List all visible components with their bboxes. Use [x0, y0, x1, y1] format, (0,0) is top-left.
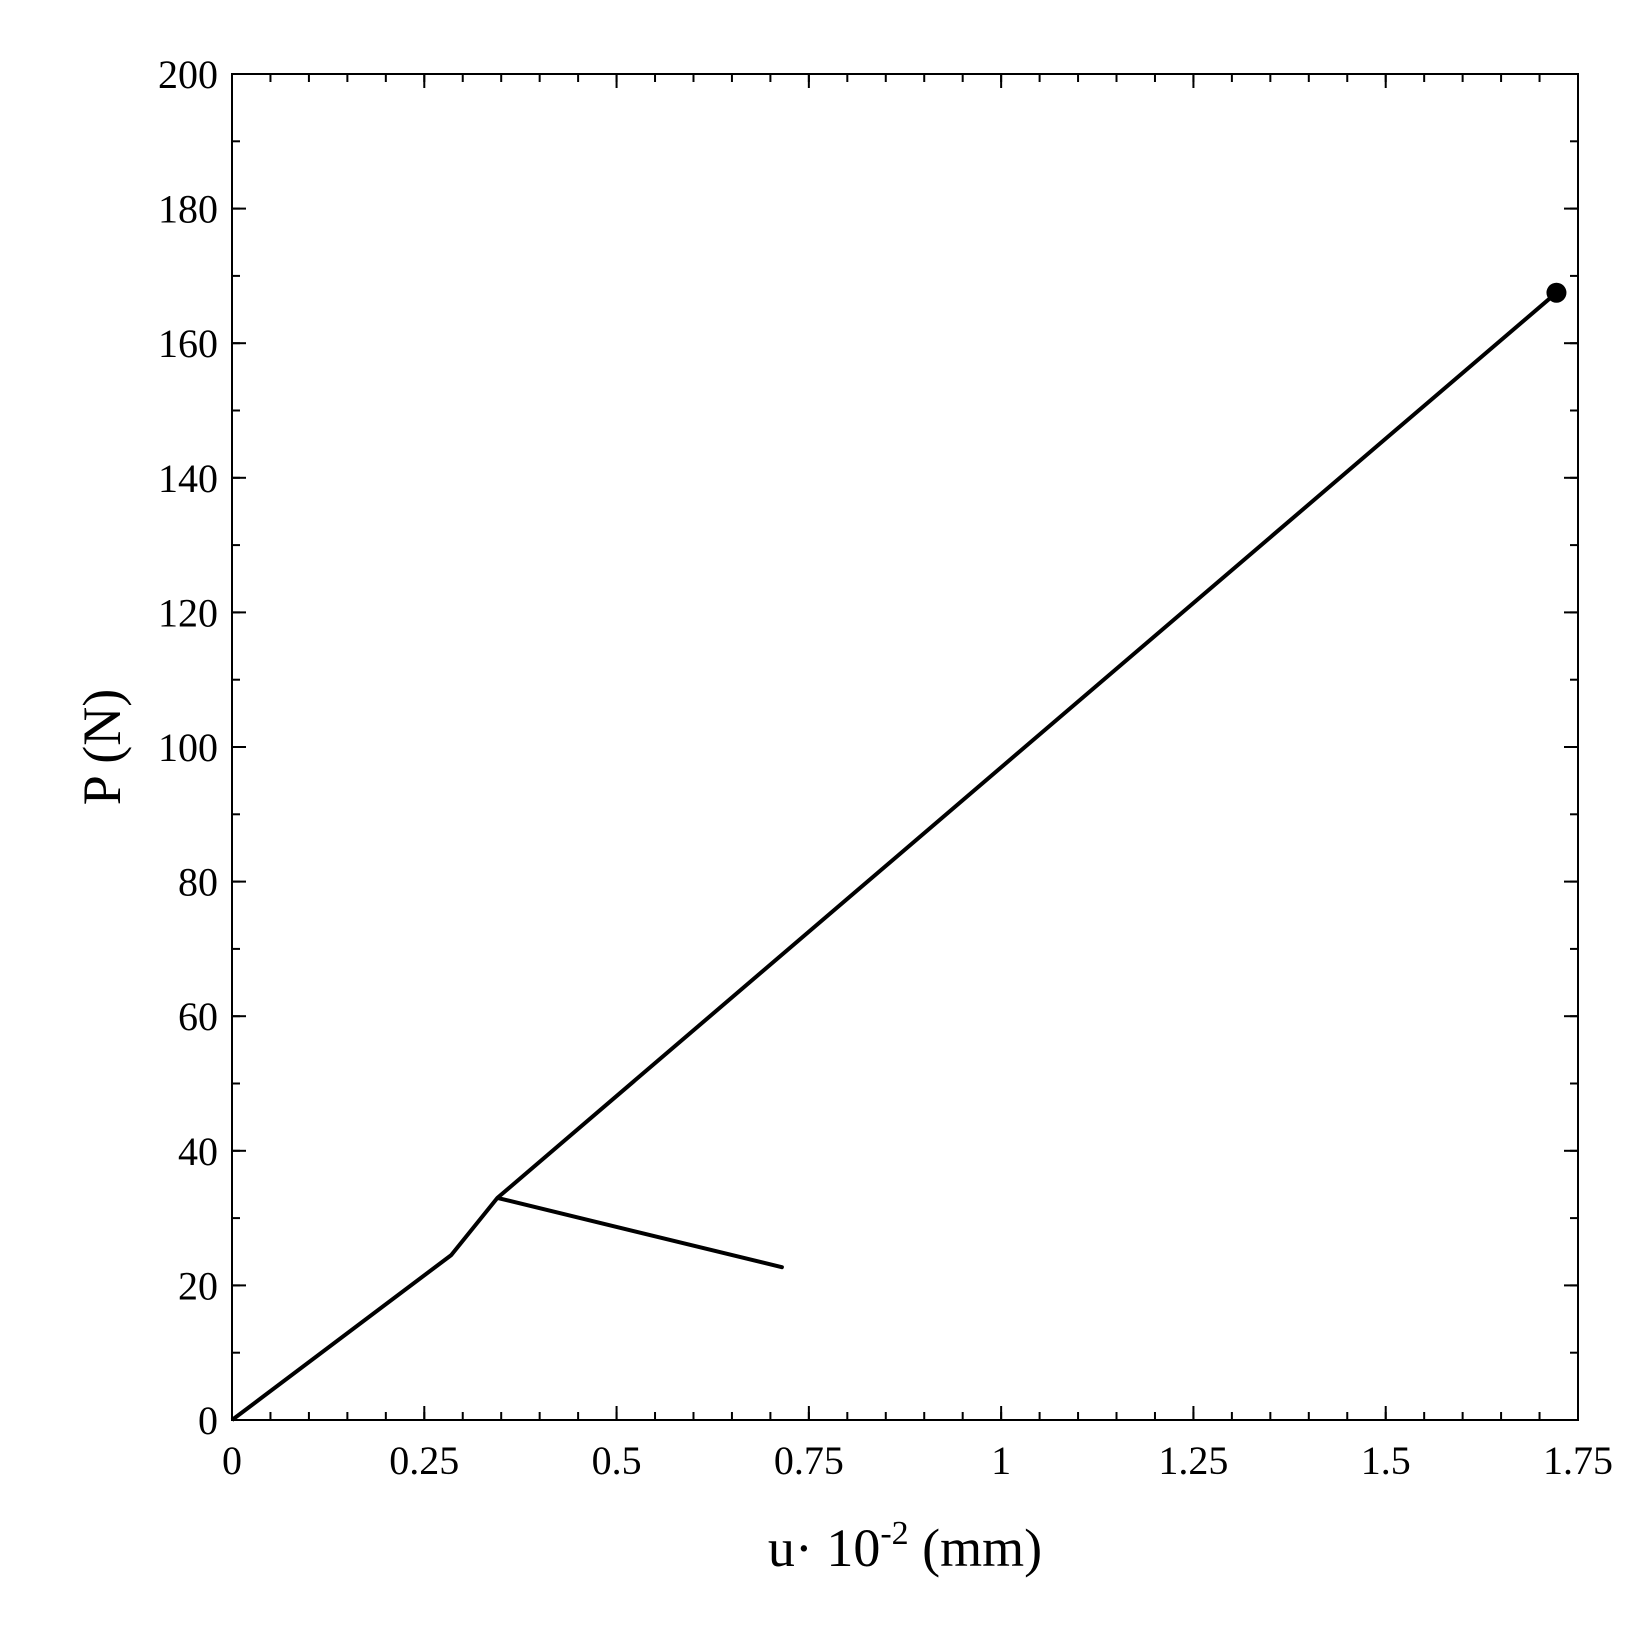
x-tick-label: 0.75 — [774, 1438, 844, 1483]
y-tick-label: 60 — [178, 994, 218, 1039]
x-tick-label: 1 — [991, 1438, 1011, 1483]
series-group — [230, 282, 1567, 1422]
y-tick-label: 0 — [198, 1398, 218, 1443]
tick-labels: 0 0.25 0.5 0.75 1 1.25 1.5 1.75 0 20 40 60 80 100 120 1… — [158, 52, 1613, 1483]
x-axis-label-exponent: -2 — [880, 1515, 908, 1552]
y-tick-label: 80 — [178, 860, 218, 905]
plot-frame — [231, 73, 1579, 1421]
x-tick-label: 0.5 — [592, 1438, 642, 1483]
x-axis-label-unit: (mm) — [909, 1518, 1042, 1578]
x-tick-label: 0.25 — [389, 1438, 459, 1483]
y-tick-label: 140 — [158, 456, 218, 501]
x-tick-label: 0 — [222, 1438, 242, 1483]
x-tick-label: 1.5 — [1361, 1438, 1411, 1483]
x-tick-label: 1.25 — [1158, 1438, 1228, 1483]
series-line — [230, 291, 1558, 1422]
y-tick-label: 20 — [178, 1263, 218, 1308]
axis-ticks — [231, 73, 1579, 1421]
x-tick-label: 1.75 — [1543, 1438, 1613, 1483]
y-tick-label: 180 — [158, 187, 218, 232]
x-axis-label: u· 10-2 (mm) — [768, 1515, 1042, 1578]
x-axis-label-base: u· 10 — [768, 1518, 880, 1578]
y-tick-label: 100 — [158, 725, 218, 770]
y-tick-label: 200 — [158, 52, 218, 97]
y-tick-label: 160 — [158, 321, 218, 366]
y-tick-label: 40 — [178, 1129, 218, 1174]
y-axis-label: P (N) — [72, 689, 132, 806]
end-point-marker — [1546, 282, 1567, 303]
y-tick-label: 120 — [158, 590, 218, 635]
